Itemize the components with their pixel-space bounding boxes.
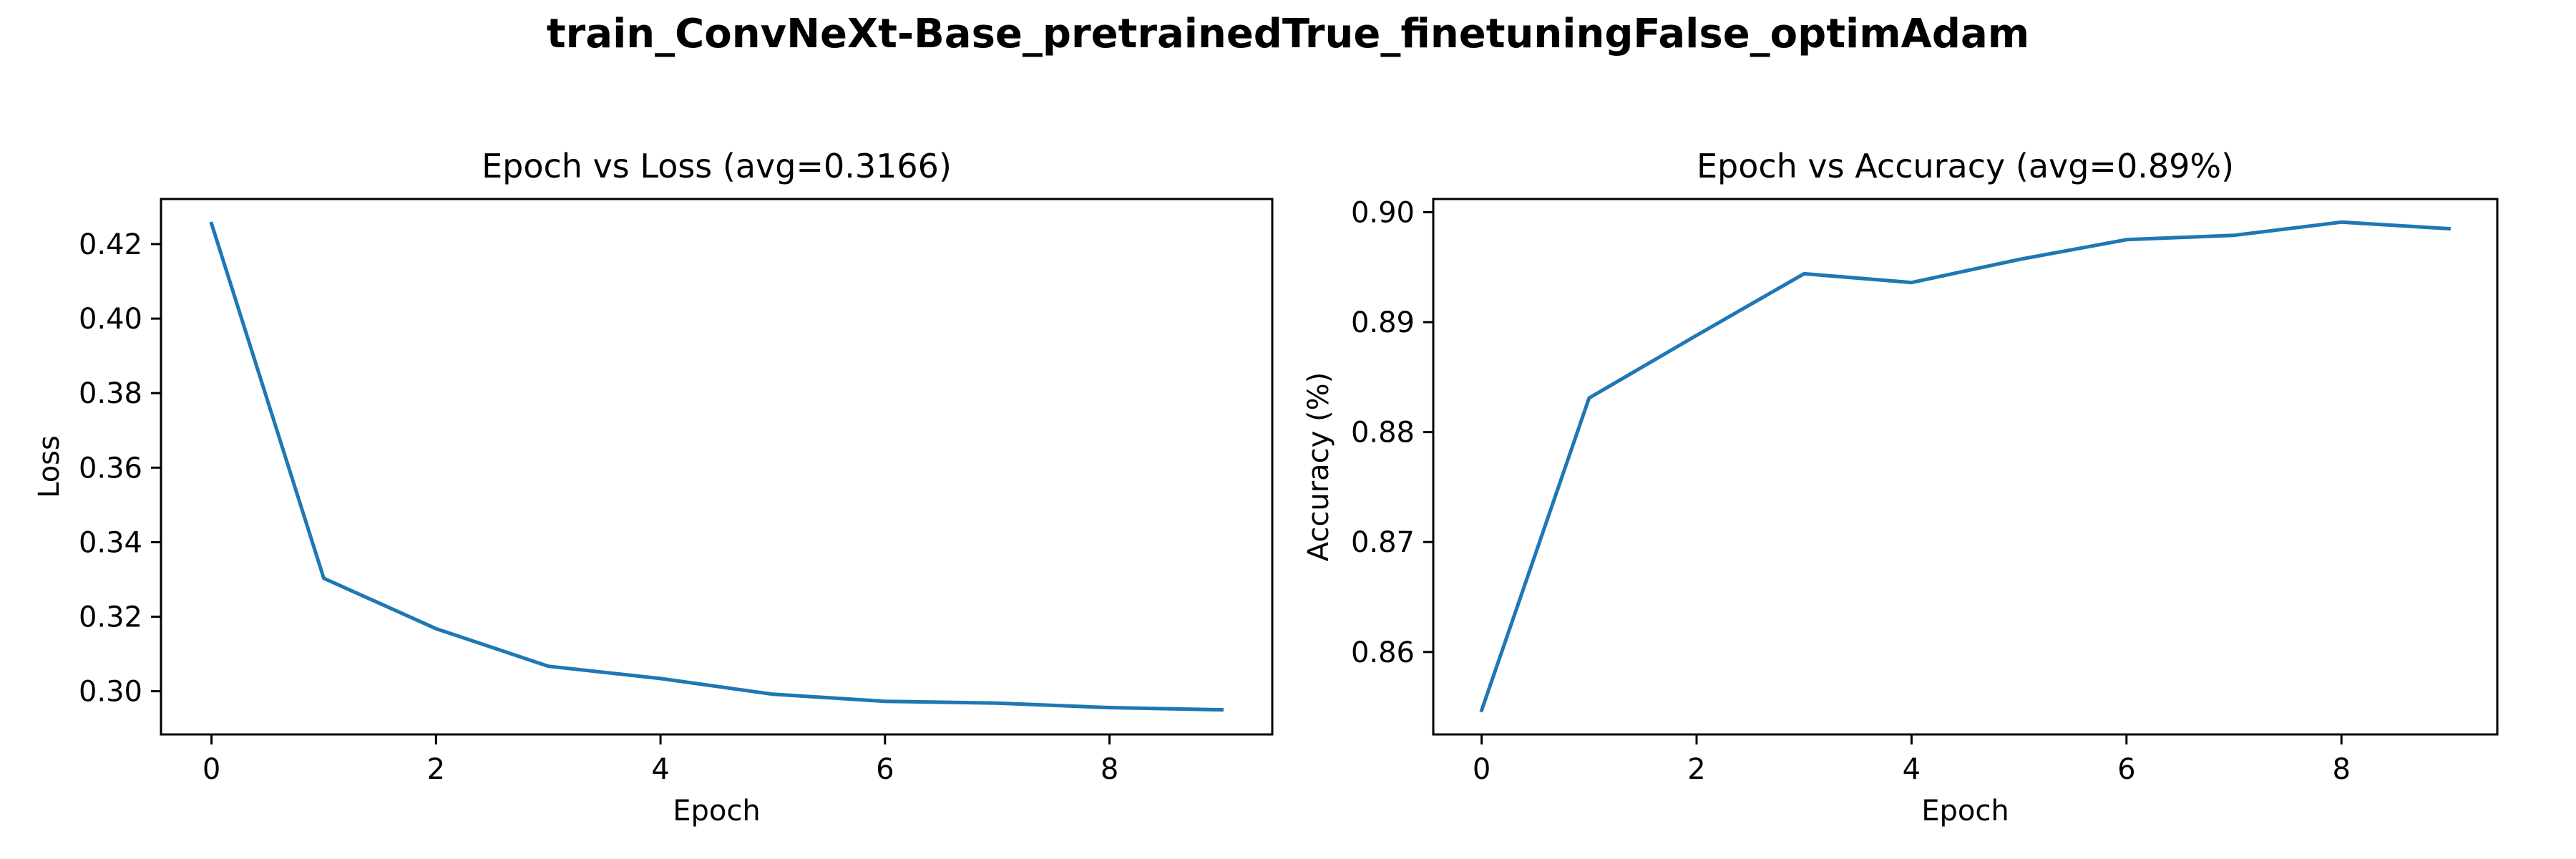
chart-title: Epoch vs Loss (avg=0.3166) xyxy=(482,147,952,185)
accuracy-chart: Epoch vs Accuracy (avg=0.89%) 0 2 4 6 8 0.86 0.… xyxy=(1302,147,2499,828)
y-tick-label: 0.32 xyxy=(79,601,142,634)
figure-title: train_ConvNeXt-Base_pretrainedTrue_finet… xyxy=(547,11,2029,57)
x-tick-label: 4 xyxy=(1903,753,1921,786)
y-axis-label: Loss xyxy=(33,435,66,498)
y-tick-label: 0.86 xyxy=(1351,636,1415,669)
series-line xyxy=(209,221,1224,712)
series-line xyxy=(1479,220,2451,713)
x-tick-label: 8 xyxy=(2332,753,2350,786)
y-tick-label: 0.42 xyxy=(79,228,142,261)
y-tick-label: 0.90 xyxy=(1351,196,1415,229)
y-tick-label: 0.38 xyxy=(79,377,142,410)
y-tick-label: 0.89 xyxy=(1351,306,1415,339)
x-tick-label: 2 xyxy=(427,753,445,786)
x-tick-label: 0 xyxy=(203,753,220,786)
x-tick-label: 6 xyxy=(876,753,894,786)
y-tick-label: 0.36 xyxy=(79,452,142,485)
loss-chart: Epoch vs Loss (avg=0.3166) 0 2 4 6 8 0.30 0.32 0… xyxy=(33,147,1274,828)
axes-frame xyxy=(1432,198,2499,736)
y-tick-label: 0.87 xyxy=(1351,526,1415,559)
x-axis-label: Epoch xyxy=(1921,795,2009,828)
y-tick-label: 0.88 xyxy=(1351,417,1415,450)
x-tick-label: 6 xyxy=(2117,753,2135,786)
x-tick-label: 8 xyxy=(1101,753,1118,786)
x-tick-label: 4 xyxy=(651,753,669,786)
y-tick-label: 0.30 xyxy=(79,676,142,709)
x-tick-label: 2 xyxy=(1687,753,1705,786)
x-tick-label: 0 xyxy=(1473,753,1491,786)
y-tick-label: 0.40 xyxy=(79,303,142,336)
y-tick-label: 0.34 xyxy=(79,526,142,559)
chart-title: Epoch vs Accuracy (avg=0.89%) xyxy=(1697,147,2234,185)
x-axis-label: Epoch xyxy=(673,795,760,828)
y-axis-label: Accuracy (%) xyxy=(1302,372,1335,562)
